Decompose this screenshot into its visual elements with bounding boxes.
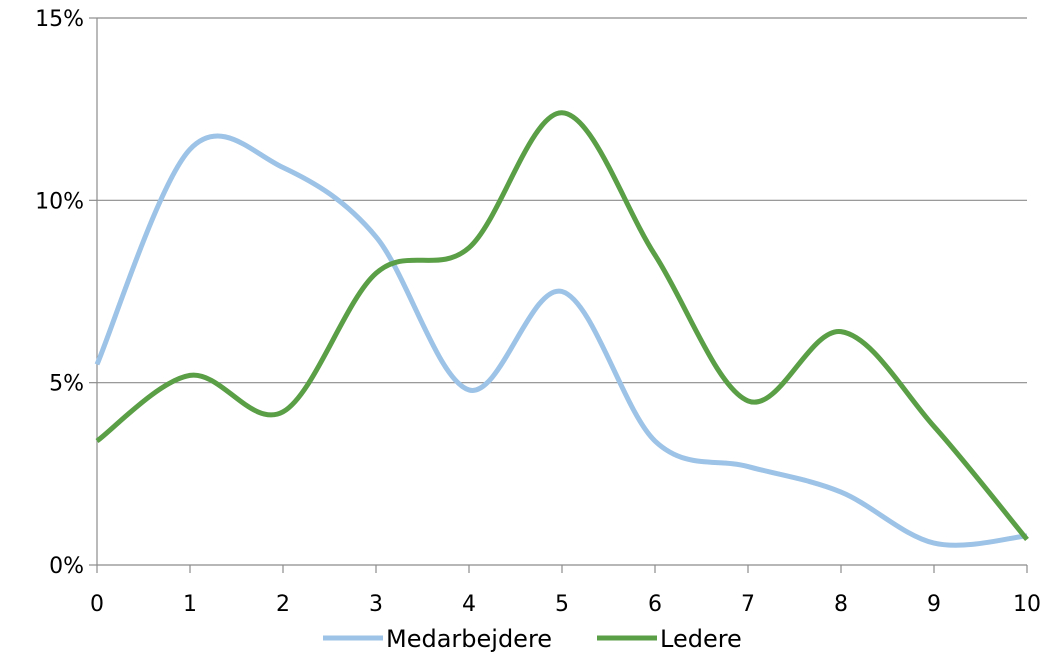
y-tick-label: 10% <box>35 189 84 214</box>
x-tick-label: 3 <box>369 592 383 617</box>
series-lines <box>94 110 1029 548</box>
x-tick-label: 5 <box>555 592 569 617</box>
x-tick-label: 8 <box>834 592 848 617</box>
x-tick-label: 9 <box>927 592 941 617</box>
x-tick-label: 10 <box>1013 592 1041 617</box>
gridlines <box>97 17 1027 384</box>
series-line-medarbejdere <box>94 133 1028 548</box>
x-tick-label: 4 <box>462 592 476 617</box>
axes <box>89 17 1028 573</box>
legend-label-ledere: Ledere <box>660 625 742 653</box>
x-tick-label: 7 <box>741 592 755 617</box>
y-tick-label: 5% <box>49 372 84 397</box>
x-tick-label: 6 <box>648 592 662 617</box>
legend-label-medarbejdere: Medarbejdere <box>386 625 552 653</box>
y-tick-labels: 0% 5% 10% 15% <box>35 7 84 579</box>
x-tick-label: 1 <box>183 592 197 617</box>
x-tick-label: 2 <box>276 592 290 617</box>
legend: Medarbejdere Ledere <box>323 625 742 653</box>
x-tick-labels: 0 1 2 3 4 5 6 7 8 9 10 <box>90 592 1041 617</box>
x-tick-label: 0 <box>90 592 104 617</box>
y-tick-label: 0% <box>49 554 84 579</box>
y-tick-label: 15% <box>35 7 84 32</box>
series-line-ledere <box>95 110 1029 542</box>
